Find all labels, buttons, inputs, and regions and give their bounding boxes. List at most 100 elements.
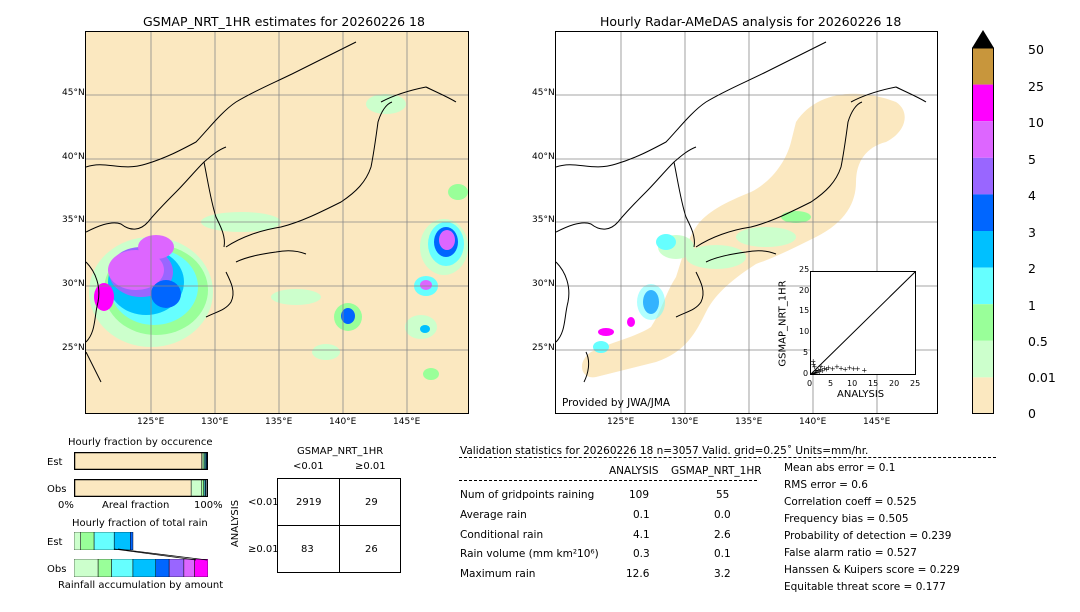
row-analysis-gridpoints: 109 — [629, 489, 650, 501]
colorbar-segment-0 — [972, 48, 994, 85]
scatter-point-14: + — [842, 366, 848, 374]
scatter-xtick-25: 25 — [910, 379, 921, 388]
left-map-grid — [86, 32, 468, 413]
amount-obs-segment-5 — [168, 558, 185, 578]
occurrence-obs-label: Obs — [47, 484, 67, 495]
scatter-point-15: + — [846, 364, 852, 372]
colorbar-segment-5 — [972, 231, 994, 268]
colorbar-label-10: 10 — [1028, 115, 1044, 130]
left-map-svg — [86, 32, 468, 413]
scatter-point-22: + — [818, 362, 824, 370]
scatter-point-12: + — [834, 363, 840, 371]
score-mae: Mean abs error = 0.1 — [784, 462, 896, 474]
score-rmse: RMS error = 0.6 — [784, 479, 868, 491]
scatter-point-16: + — [851, 365, 857, 373]
row-gsmap-conditional: 2.6 — [714, 529, 731, 541]
scatter-point-5: + — [815, 366, 821, 374]
occurrence-est-bar — [74, 452, 208, 470]
occurrence-axis-left: 0% — [58, 500, 74, 511]
scatter-point-20: + — [811, 363, 817, 371]
scatter-point-21: + — [816, 368, 822, 374]
colorbar — [972, 30, 994, 414]
amount-obs-label: Obs — [47, 564, 67, 575]
right-map-panel: ++++++++++++++++++++++++ Provided by JWA… — [555, 31, 938, 414]
validation-col-gsmap: GSMAP_NRT_1HR — [671, 465, 762, 477]
left-lon-145: 145°E — [393, 417, 421, 427]
colorbar-label-1: 1 — [1028, 298, 1036, 313]
amount-obs-segment-7 — [194, 558, 209, 578]
score-far: False alarm ratio = 0.527 — [784, 547, 917, 559]
row-gsmap-average: 0.0 — [714, 509, 731, 521]
colorbar-label-0: 0 — [1028, 406, 1036, 421]
right-coastlines — [556, 41, 927, 383]
cell-hit-neg: 2919 — [296, 497, 322, 508]
colorbar-label-4: 4 — [1028, 188, 1036, 203]
left-map-title: GSMAP_NRT_1HR estimates for 20260226 18 — [143, 14, 425, 29]
scatter-ytick-15: 15 — [799, 306, 810, 315]
colorbar-label-0.01: 0.01 — [1028, 370, 1056, 385]
scatter-xtick-0: 0 — [807, 379, 813, 388]
occurrence-axis-mid: Areal fraction — [102, 500, 170, 511]
scatter-xtick-15: 15 — [868, 379, 879, 388]
occurrence-obs-segment-0 — [74, 479, 192, 497]
colorbar-segment-9 — [972, 377, 994, 414]
colorbar-svg — [972, 30, 994, 414]
scatter-plot: ++++++++++++++++++++++++ — [810, 271, 916, 378]
row-analysis-volume: 0.3 — [633, 548, 650, 560]
validation-header: Validation statistics for 20260226 18 n=… — [460, 445, 869, 457]
contingency-col-ge: ≥0.01 — [355, 461, 386, 472]
amount-est-label: Est — [47, 537, 63, 548]
occurrence-obs-bar — [74, 479, 208, 497]
left-lon-140: 140°E — [329, 417, 357, 427]
right-lon-140: 140°E — [799, 417, 827, 427]
cell-false-alarm: 29 — [365, 497, 378, 508]
cell-hit: 26 — [365, 544, 378, 555]
occurrence-obs-segment-5 — [205, 479, 207, 497]
scatter-inset: ++++++++++++++++++++++++ — [810, 271, 916, 378]
amount-obs-segment-2 — [111, 558, 134, 578]
right-rain-field — [593, 211, 811, 353]
occurrence-axis-right: 100% — [194, 500, 223, 511]
scatter-point-13: + — [838, 364, 844, 372]
occurrence-title: Hourly fraction by occurence — [68, 437, 213, 448]
colorbar-label-3: 3 — [1028, 225, 1036, 240]
scatter-xtick-20: 20 — [889, 379, 900, 388]
contingency-col-lt: <0.01 — [293, 461, 324, 472]
colorbar-label-2: 2 — [1028, 261, 1036, 276]
scatter-diagonal — [810, 271, 916, 375]
colorbar-label-25: 25 — [1028, 79, 1044, 94]
scatter-point-11: + — [830, 365, 836, 373]
left-lon-135: 135°E — [265, 417, 293, 427]
right-lat-25: 25°N — [532, 343, 555, 353]
cell-miss: 83 — [301, 544, 314, 555]
amount-title: Hourly fraction of total rain — [72, 518, 208, 529]
colorbar-segment-2 — [972, 121, 994, 158]
score-pod: Probability of detection = 0.239 — [784, 530, 952, 542]
scatter-point-18: + — [861, 366, 867, 374]
colorbar-segment-3 — [972, 157, 994, 195]
amount-axis-label: Rainfall accumulation by amount — [58, 580, 224, 591]
scatter-point-17: + — [855, 365, 861, 373]
amount-obs-segment-1 — [97, 558, 112, 578]
colorbar-extend-arrow — [972, 30, 994, 48]
occurrence-est-segment-5 — [206, 452, 208, 470]
scatter-ytick-5: 5 — [803, 348, 809, 357]
row-gsmap-volume: 0.1 — [714, 548, 731, 560]
occurrence-obs-segment-2 — [201, 479, 204, 497]
scatter-point-2: + — [812, 368, 818, 374]
colorbar-border — [972, 47, 994, 414]
scatter-ytick-20: 20 — [799, 286, 810, 295]
contingency-col-title: GSMAP_NRT_1HR — [297, 446, 384, 457]
validation-col-analysis: ANALYSIS — [609, 465, 659, 477]
left-lon-130: 130°E — [201, 417, 229, 427]
amount-obs-segment-6 — [183, 558, 195, 578]
scatter-ytick-10: 10 — [799, 327, 810, 336]
left-lat-45: 45°N — [62, 88, 85, 98]
scatter-point-1: + — [811, 369, 817, 374]
left-lon-125: 125°E — [137, 417, 165, 427]
row-label-average: Average rain — [460, 509, 527, 521]
colorbar-segment-8 — [972, 340, 994, 378]
colorbar-segment-6 — [972, 267, 994, 305]
scatter-point-19: + — [811, 357, 816, 365]
scatter-point-7: + — [819, 367, 825, 374]
